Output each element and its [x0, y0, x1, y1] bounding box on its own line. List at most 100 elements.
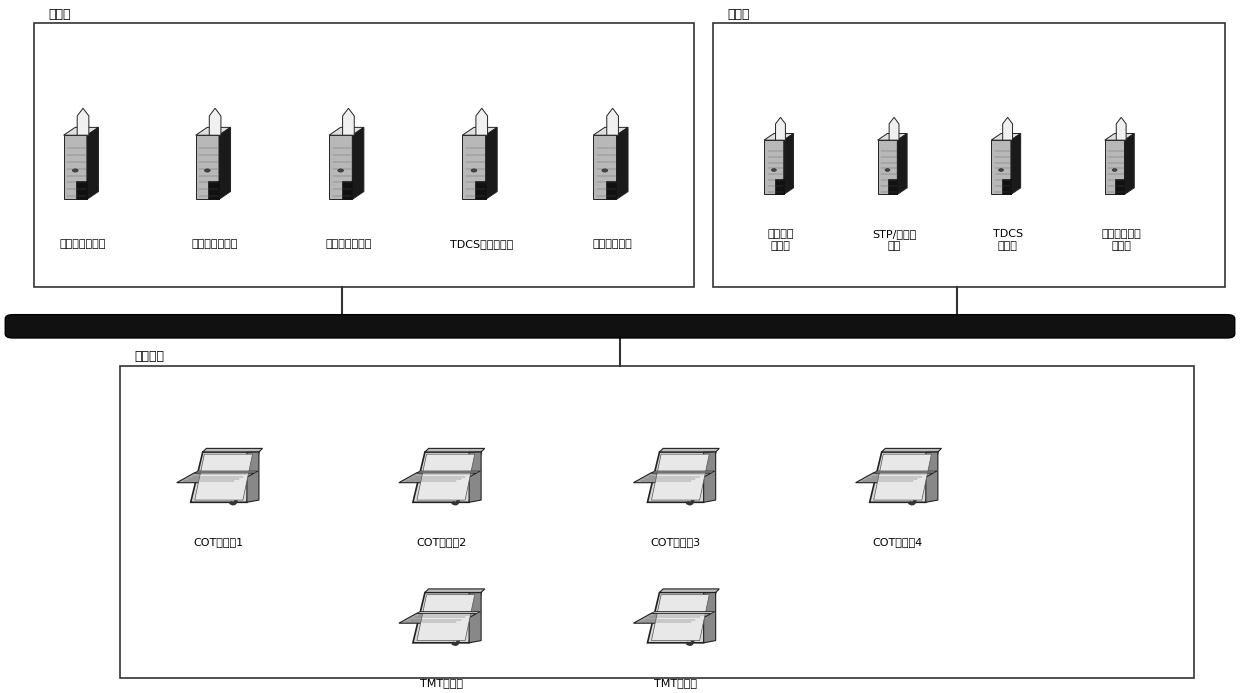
Polygon shape	[651, 595, 709, 640]
Circle shape	[771, 168, 776, 171]
Polygon shape	[856, 473, 934, 483]
Text: 计划接口服务器: 计划接口服务器	[192, 239, 238, 249]
Polygon shape	[660, 589, 719, 593]
Polygon shape	[342, 182, 352, 200]
Text: 模拟机: 模拟机	[728, 8, 750, 21]
Polygon shape	[475, 182, 486, 200]
Polygon shape	[196, 135, 219, 200]
Polygon shape	[486, 128, 497, 200]
Polygon shape	[329, 135, 352, 200]
Polygon shape	[417, 471, 480, 473]
Polygon shape	[647, 593, 715, 643]
Polygon shape	[991, 140, 1011, 195]
Bar	[713, 24, 1225, 287]
Polygon shape	[651, 612, 714, 613]
Polygon shape	[413, 593, 481, 643]
Polygon shape	[873, 471, 937, 473]
Polygon shape	[1003, 117, 1013, 140]
Polygon shape	[399, 613, 476, 623]
Polygon shape	[616, 128, 627, 200]
Polygon shape	[878, 140, 898, 195]
Polygon shape	[417, 612, 480, 613]
FancyBboxPatch shape	[5, 315, 1235, 338]
Polygon shape	[703, 593, 715, 643]
Text: TMT试验台: TMT试验台	[419, 678, 463, 688]
Polygon shape	[417, 454, 475, 500]
Polygon shape	[203, 448, 263, 452]
Bar	[120, 366, 1194, 678]
Circle shape	[471, 169, 477, 172]
Polygon shape	[463, 135, 486, 200]
Text: 现车跟踪服务器: 现车跟踪服务器	[325, 239, 372, 249]
Polygon shape	[593, 135, 616, 200]
Polygon shape	[764, 134, 794, 140]
Polygon shape	[889, 117, 899, 140]
Polygon shape	[926, 452, 937, 502]
Polygon shape	[63, 135, 87, 200]
Polygon shape	[417, 595, 475, 640]
Polygon shape	[87, 128, 98, 200]
Polygon shape	[208, 182, 219, 200]
Polygon shape	[247, 452, 259, 502]
Circle shape	[998, 168, 1003, 171]
Polygon shape	[764, 140, 784, 195]
Polygon shape	[703, 452, 715, 502]
Text: TMT试验台: TMT试验台	[653, 678, 697, 688]
Polygon shape	[1116, 117, 1126, 140]
Polygon shape	[660, 448, 719, 452]
Polygon shape	[775, 179, 784, 195]
Polygon shape	[352, 128, 363, 200]
Text: 试验终端: 试验终端	[135, 351, 165, 363]
Text: 数据库服务器: 数据库服务器	[593, 239, 632, 249]
Polygon shape	[882, 448, 941, 452]
Polygon shape	[1116, 179, 1125, 195]
Polygon shape	[196, 128, 231, 135]
Polygon shape	[869, 452, 937, 502]
Polygon shape	[874, 454, 931, 500]
Polygon shape	[342, 108, 355, 135]
Text: TDCS接口服务器: TDCS接口服务器	[450, 239, 513, 249]
Polygon shape	[1105, 140, 1125, 195]
Polygon shape	[634, 613, 712, 623]
Polygon shape	[469, 593, 481, 643]
Polygon shape	[888, 179, 898, 195]
Text: 集中控制服务器: 集中控制服务器	[60, 239, 107, 249]
Polygon shape	[77, 108, 89, 135]
Text: COT试验台2: COT试验台2	[415, 538, 466, 547]
Text: 微机联锁
模拟机: 微机联锁 模拟机	[768, 229, 794, 251]
Polygon shape	[651, 454, 709, 500]
Circle shape	[1112, 168, 1117, 171]
Text: TDCS
模拟机: TDCS 模拟机	[992, 229, 1023, 251]
Circle shape	[72, 169, 78, 172]
Polygon shape	[1002, 179, 1011, 195]
Polygon shape	[463, 128, 497, 135]
Polygon shape	[898, 134, 908, 195]
Circle shape	[205, 169, 211, 172]
Circle shape	[885, 168, 890, 171]
Polygon shape	[195, 471, 258, 473]
Circle shape	[337, 169, 343, 172]
Polygon shape	[191, 452, 259, 502]
Text: 服务器: 服务器	[48, 8, 71, 21]
Polygon shape	[651, 471, 714, 473]
Polygon shape	[634, 473, 712, 483]
Polygon shape	[476, 108, 487, 135]
Polygon shape	[469, 452, 481, 502]
Polygon shape	[1105, 134, 1135, 140]
Text: COT试验台3: COT试验台3	[651, 538, 701, 547]
Polygon shape	[63, 128, 98, 135]
Polygon shape	[647, 452, 715, 502]
Polygon shape	[176, 473, 254, 483]
Polygon shape	[606, 182, 616, 200]
Polygon shape	[775, 117, 785, 140]
Polygon shape	[195, 454, 253, 500]
Polygon shape	[991, 134, 1021, 140]
Polygon shape	[593, 128, 627, 135]
Polygon shape	[329, 128, 363, 135]
Bar	[33, 24, 694, 287]
Circle shape	[601, 169, 608, 172]
Text: 计划信息系统
模拟机: 计划信息系统 模拟机	[1101, 229, 1141, 251]
Polygon shape	[210, 108, 221, 135]
Polygon shape	[425, 589, 485, 593]
Polygon shape	[76, 182, 87, 200]
